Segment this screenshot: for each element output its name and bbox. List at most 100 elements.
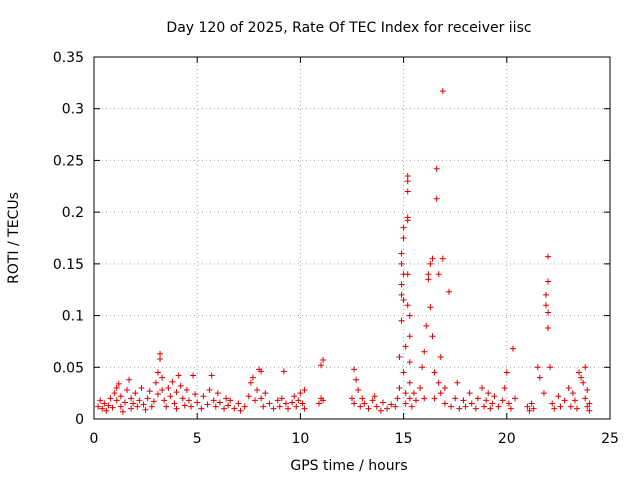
data-point bbox=[545, 253, 552, 260]
data-point bbox=[355, 387, 362, 394]
data-point bbox=[439, 255, 446, 262]
data-point bbox=[474, 395, 481, 402]
data-point bbox=[479, 384, 486, 391]
data-point bbox=[210, 397, 217, 404]
data-point bbox=[227, 397, 234, 404]
data-point bbox=[485, 390, 492, 397]
data-point bbox=[142, 406, 149, 413]
data-point bbox=[454, 379, 461, 386]
data-point bbox=[163, 403, 170, 410]
data-point bbox=[584, 403, 591, 410]
data-point bbox=[398, 250, 405, 257]
data-point bbox=[501, 384, 508, 391]
data-point bbox=[487, 405, 494, 412]
data-point bbox=[400, 297, 407, 304]
data-point bbox=[105, 402, 112, 409]
data-point bbox=[212, 403, 219, 410]
data-point bbox=[435, 271, 442, 278]
data-point bbox=[167, 393, 174, 400]
data-point bbox=[578, 374, 585, 381]
data-point bbox=[136, 397, 143, 404]
data-point bbox=[547, 364, 554, 371]
data-point bbox=[404, 172, 411, 179]
data-point bbox=[569, 390, 576, 397]
data-point bbox=[276, 403, 283, 410]
data-point bbox=[138, 384, 145, 391]
data-point bbox=[565, 384, 572, 391]
data-point bbox=[173, 389, 180, 396]
data-point bbox=[545, 309, 552, 316]
data-point bbox=[361, 400, 368, 407]
data-point bbox=[392, 403, 399, 410]
data-point bbox=[400, 235, 407, 241]
chart-title: Day 120 of 2025, Rate Of TEC Index for r… bbox=[166, 20, 531, 36]
y-tick-label: 0.35 bbox=[53, 50, 84, 66]
data-point bbox=[499, 397, 506, 404]
data-point bbox=[249, 374, 256, 381]
data-point bbox=[237, 407, 244, 414]
x-tick-label: 25 bbox=[601, 431, 619, 447]
data-point bbox=[188, 403, 195, 410]
data-point bbox=[419, 364, 426, 371]
data-point bbox=[140, 401, 147, 408]
data-point bbox=[489, 400, 496, 407]
data-point bbox=[134, 403, 141, 410]
data-point bbox=[235, 400, 242, 407]
grid-lines bbox=[94, 57, 610, 419]
data-point bbox=[351, 400, 358, 407]
data-point bbox=[130, 400, 137, 407]
y-tick-label: 0.25 bbox=[53, 153, 84, 169]
data-point bbox=[466, 390, 473, 397]
data-point bbox=[280, 368, 287, 375]
data-point bbox=[530, 405, 537, 412]
data-point bbox=[431, 369, 438, 376]
data-point bbox=[429, 255, 436, 262]
y-axis-label: ROTI / TECUs bbox=[6, 192, 22, 284]
data-point bbox=[584, 387, 591, 394]
x-tick-label: 5 bbox=[193, 431, 202, 447]
data-point bbox=[462, 403, 469, 410]
data-point bbox=[388, 401, 395, 408]
data-point bbox=[177, 382, 184, 389]
data-point bbox=[396, 384, 403, 391]
data-point bbox=[427, 304, 434, 311]
y-tick-label: 0.1 bbox=[62, 309, 84, 325]
x-tick-label: 0 bbox=[90, 431, 99, 447]
y-tick-label: 0.3 bbox=[62, 102, 84, 118]
data-point bbox=[282, 400, 289, 407]
data-point bbox=[481, 403, 488, 410]
data-point bbox=[270, 405, 277, 412]
data-point bbox=[586, 407, 593, 414]
data-point bbox=[456, 405, 463, 412]
data-point bbox=[241, 403, 248, 410]
data-point bbox=[567, 403, 574, 410]
data-point bbox=[119, 408, 126, 415]
data-point bbox=[441, 400, 448, 407]
data-point bbox=[262, 390, 269, 397]
data-point bbox=[247, 379, 254, 386]
data-point bbox=[169, 378, 176, 385]
data-point bbox=[429, 333, 436, 340]
data-point bbox=[555, 393, 562, 400]
data-point bbox=[124, 387, 131, 394]
data-point bbox=[406, 359, 413, 366]
data-point bbox=[452, 395, 459, 402]
data-point bbox=[371, 393, 378, 400]
data-point bbox=[150, 398, 157, 405]
data-point bbox=[534, 364, 541, 371]
data-point bbox=[152, 379, 159, 386]
data-point bbox=[400, 224, 407, 231]
data-point bbox=[315, 400, 322, 407]
data-point bbox=[404, 188, 411, 195]
data-point bbox=[526, 407, 533, 414]
y-tick-label: 0.2 bbox=[62, 205, 84, 221]
data-point bbox=[398, 291, 405, 298]
data-point bbox=[128, 405, 135, 412]
data-point bbox=[406, 333, 413, 340]
data-point bbox=[425, 271, 432, 278]
data-point bbox=[121, 399, 128, 406]
data-point bbox=[427, 260, 434, 267]
data-point bbox=[351, 366, 358, 373]
data-point bbox=[435, 379, 442, 386]
data-point bbox=[379, 399, 386, 406]
